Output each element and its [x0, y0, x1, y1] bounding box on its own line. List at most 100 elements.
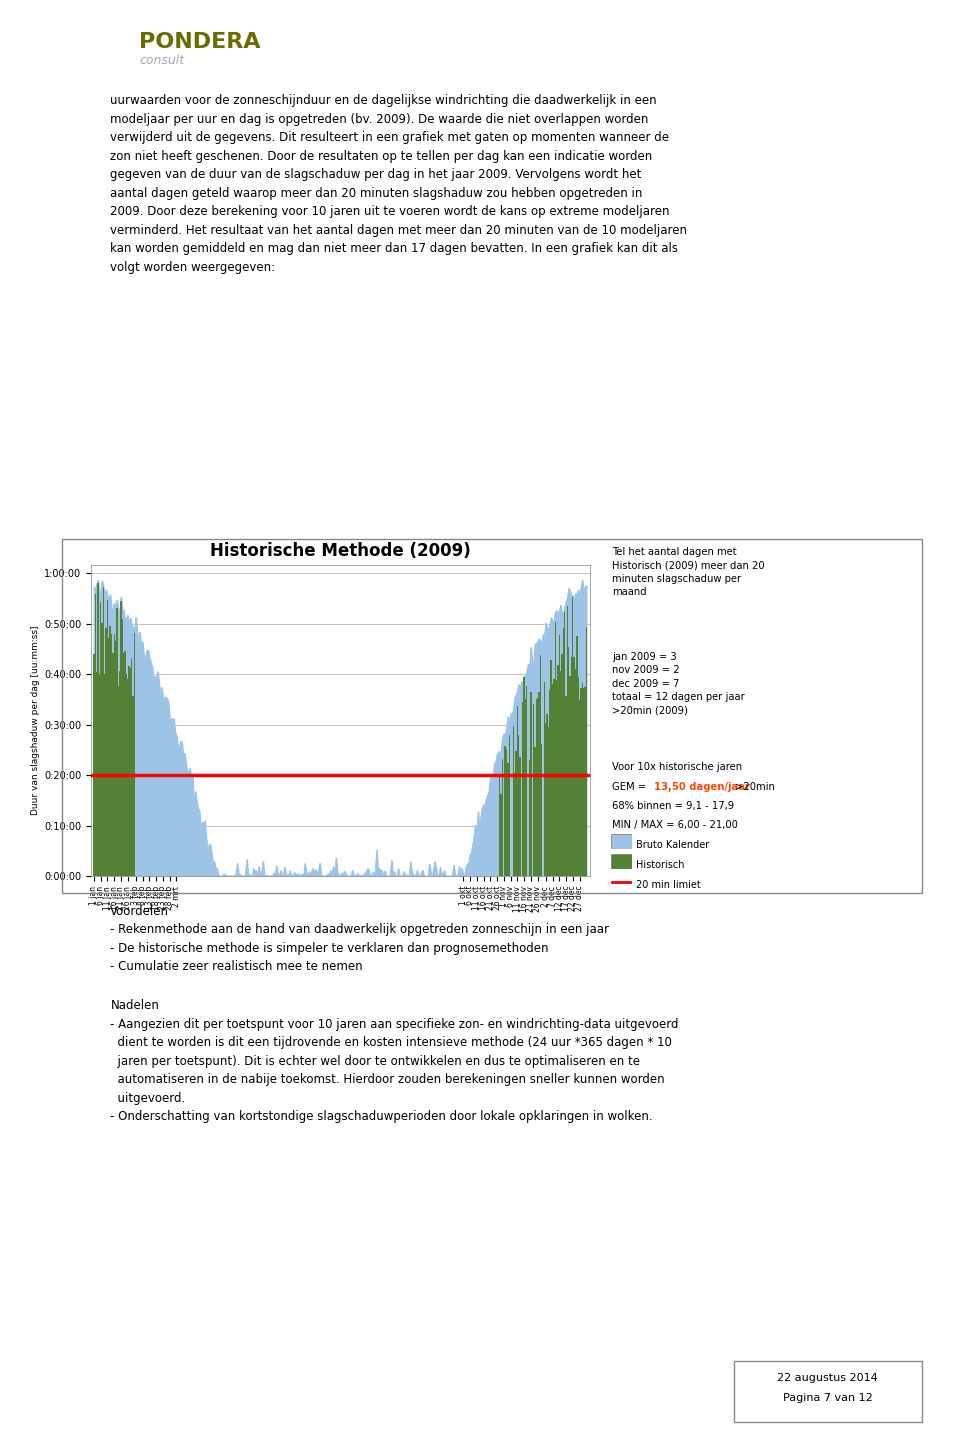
- Bar: [123, 653, 125, 876]
- Bar: [112, 653, 113, 876]
- Bar: [119, 670, 120, 876]
- Bar: [130, 668, 132, 876]
- Text: Voor 10x historische jaren: Voor 10x historische jaren: [612, 762, 743, 772]
- Bar: [563, 627, 564, 876]
- Bar: [557, 665, 559, 876]
- Text: 20 min limiet: 20 min limiet: [636, 880, 700, 891]
- Text: jan 2009 = 3
nov 2009 = 2
dec 2009 = 7
totaal = 12 dagen per jaar
>20min (2009): jan 2009 = 3 nov 2009 = 2 dec 2009 = 7 t…: [612, 652, 745, 715]
- Text: 68% binnen = 9,1 - 17,9: 68% binnen = 9,1 - 17,9: [612, 801, 734, 811]
- Bar: [509, 736, 510, 876]
- Bar: [103, 588, 104, 876]
- Bar: [110, 634, 112, 876]
- Bar: [580, 688, 582, 876]
- Bar: [586, 627, 587, 876]
- Bar: [97, 582, 99, 876]
- Bar: [550, 660, 552, 876]
- Bar: [505, 747, 506, 876]
- Bar: [583, 688, 585, 876]
- Bar: [99, 673, 100, 876]
- Bar: [556, 679, 557, 876]
- Bar: [553, 679, 555, 876]
- Bar: [129, 666, 130, 876]
- Bar: [518, 736, 519, 876]
- Bar: [500, 794, 502, 876]
- Bar: [575, 669, 576, 876]
- Bar: [537, 698, 539, 876]
- Bar: [127, 679, 129, 876]
- Bar: [522, 702, 523, 876]
- Bar: [514, 773, 516, 876]
- Text: Voordelen
- Rekenmethode aan de hand van daadwerkelijk opgetreden zonneschijn in: Voordelen - Rekenmethode aan de hand van…: [110, 905, 610, 973]
- Bar: [120, 601, 122, 876]
- Text: >20min: >20min: [732, 782, 776, 792]
- Bar: [582, 683, 583, 876]
- Bar: [513, 725, 514, 876]
- Bar: [106, 628, 107, 876]
- Text: MIN / MAX = 6,00 - 21,00: MIN / MAX = 6,00 - 21,00: [612, 820, 738, 830]
- Bar: [573, 657, 575, 876]
- Text: consult: consult: [139, 54, 184, 67]
- Bar: [107, 599, 108, 876]
- Bar: [585, 686, 586, 876]
- Bar: [564, 613, 565, 876]
- Bar: [502, 759, 503, 876]
- Bar: [126, 673, 127, 876]
- Text: Nadelen
- Aangezien dit per toetspunt voor 10 jaren aan specifieke zon- en windr: Nadelen - Aangezien dit per toetspunt vo…: [110, 999, 679, 1124]
- Bar: [543, 682, 545, 876]
- Bar: [96, 672, 97, 876]
- Bar: [533, 704, 535, 876]
- Bar: [113, 634, 115, 876]
- Bar: [117, 686, 119, 876]
- Bar: [535, 747, 536, 876]
- Bar: [122, 618, 123, 876]
- Bar: [132, 696, 133, 876]
- Bar: [548, 727, 549, 876]
- Y-axis label: Duur van slagshaduw per dag [uu:mm:ss]: Duur van slagshaduw per dag [uu:mm:ss]: [31, 626, 40, 815]
- Bar: [516, 707, 518, 876]
- Bar: [115, 641, 116, 876]
- Bar: [95, 594, 96, 876]
- Text: Tel het aantal dagen met
Historisch (2009) meer dan 20
minuten slagschaduw per
m: Tel het aantal dagen met Historisch (200…: [612, 547, 765, 597]
- Text: 22 augustus 2014: 22 augustus 2014: [778, 1373, 877, 1383]
- Bar: [569, 676, 571, 876]
- Bar: [519, 757, 520, 876]
- Bar: [507, 763, 509, 876]
- Bar: [102, 623, 103, 876]
- Bar: [530, 692, 532, 876]
- Text: 13,50 dagen/jaar: 13,50 dagen/jaar: [654, 782, 750, 792]
- Bar: [536, 699, 537, 876]
- Bar: [552, 683, 553, 876]
- Bar: [579, 701, 580, 876]
- Bar: [523, 676, 525, 876]
- Bar: [506, 749, 507, 876]
- Bar: [104, 673, 106, 876]
- Bar: [525, 699, 526, 876]
- Bar: [546, 714, 548, 876]
- Bar: [116, 608, 117, 876]
- Bar: [568, 647, 569, 876]
- Bar: [125, 650, 126, 876]
- Bar: [529, 760, 530, 876]
- Bar: [566, 605, 568, 876]
- Title: Historische Methode (2009): Historische Methode (2009): [210, 543, 471, 560]
- Bar: [540, 654, 541, 876]
- Text: Bruto Kalender: Bruto Kalender: [636, 840, 708, 850]
- Bar: [576, 636, 578, 876]
- Bar: [108, 639, 109, 876]
- Bar: [578, 676, 579, 876]
- Text: Historisch: Historisch: [636, 860, 684, 870]
- Bar: [541, 744, 542, 876]
- Bar: [545, 723, 546, 876]
- Bar: [565, 695, 566, 876]
- Bar: [499, 775, 500, 876]
- Bar: [555, 623, 556, 876]
- Bar: [133, 633, 135, 876]
- Text: Pagina 7 van 12: Pagina 7 van 12: [782, 1393, 873, 1403]
- Bar: [526, 686, 527, 876]
- Bar: [571, 657, 572, 876]
- Text: PONDERA: PONDERA: [139, 32, 261, 52]
- Bar: [559, 634, 560, 876]
- Bar: [549, 691, 550, 876]
- Text: GEM =: GEM =: [612, 782, 650, 792]
- Bar: [539, 692, 540, 876]
